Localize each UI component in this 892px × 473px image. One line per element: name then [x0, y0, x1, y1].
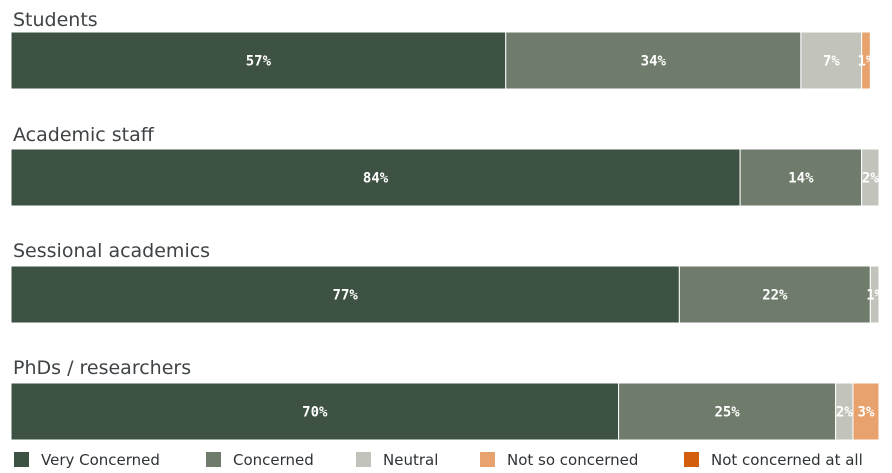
data-label: 14% [788, 171, 814, 187]
data-label: 1% [866, 288, 883, 304]
bar-segment-concerned [678, 265, 871, 324]
bar-segment-neutral [800, 31, 863, 90]
group-title: Students [13, 9, 98, 31]
legend-item-concerned: Concerned [206, 451, 314, 469]
legend-label: Concerned [233, 451, 314, 469]
bar-segment-not-so-concerned [852, 382, 880, 441]
bar-segment-neutral [861, 148, 880, 207]
data-label: 3% [858, 405, 875, 421]
legend-swatch [356, 452, 371, 467]
data-label: 70% [302, 405, 328, 421]
data-label: 2% [836, 405, 853, 421]
legend-label: Very Concerned [41, 451, 160, 469]
bar-group-academic-staff: Academic staff 84% 14% 2% [10, 124, 880, 207]
data-label: 34% [641, 54, 667, 70]
group-title: PhDs / researchers [13, 357, 191, 379]
legend: Very Concerned Concerned Neutral Not so con… [14, 451, 863, 469]
bar-segment-very-concerned [10, 148, 741, 207]
legend-swatch [480, 452, 495, 467]
legend-item-neutral: Neutral [356, 451, 438, 469]
bar-group-students: Students 57% 34% 7% 1% [10, 9, 875, 90]
group-title: Academic staff [13, 124, 155, 146]
legend-item-not-concerned-at-all: Not concerned at all [684, 451, 863, 469]
data-label: 25% [714, 405, 740, 421]
data-label: 1% [858, 54, 875, 70]
group-title: Sessional academics [13, 240, 210, 262]
legend-swatch [206, 452, 221, 467]
bar-segment-neutral [869, 265, 880, 324]
bar-segment-very-concerned [10, 382, 620, 441]
data-label: 2% [862, 171, 879, 187]
legend-item-not-so-concerned: Not so concerned [480, 451, 638, 469]
bar-segment-concerned [618, 382, 837, 441]
legend-swatch [14, 452, 29, 467]
legend-label: Neutral [383, 451, 438, 469]
bar-segment-concerned [505, 31, 802, 90]
bar-segment-very-concerned [10, 265, 680, 324]
bar-segment-not-so-concerned [861, 31, 871, 90]
data-label: 7% [823, 54, 840, 70]
data-label: 57% [246, 54, 272, 70]
legend-item-very-concerned: Very Concerned [14, 451, 160, 469]
data-label: 84% [363, 171, 389, 187]
bar-segment-concerned [739, 148, 863, 207]
bar-group-sessional-academics: Sessional academics 77% 22% 1% [10, 240, 884, 324]
bar-segment-very-concerned [10, 31, 507, 90]
legend-label: Not so concerned [507, 451, 638, 469]
legend-label: Not concerned at all [711, 451, 863, 469]
legend-swatch [684, 452, 699, 467]
bar-group-phds-researchers: PhDs / researchers 70% 25% 2% 3% [10, 357, 880, 441]
data-label: 77% [333, 288, 359, 304]
data-label: 22% [762, 288, 788, 304]
